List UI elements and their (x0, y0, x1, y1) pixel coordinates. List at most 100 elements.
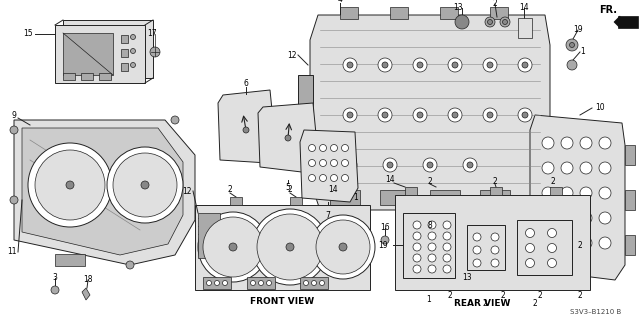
Text: 16: 16 (380, 224, 390, 233)
Circle shape (382, 62, 388, 68)
Circle shape (383, 158, 397, 172)
Text: 1: 1 (354, 194, 358, 203)
Circle shape (250, 280, 255, 286)
Text: 2: 2 (287, 186, 292, 195)
Polygon shape (55, 25, 145, 83)
Circle shape (561, 137, 573, 149)
Text: 6: 6 (244, 78, 248, 87)
Bar (390, 7, 408, 19)
Circle shape (428, 221, 436, 229)
Circle shape (427, 162, 433, 168)
Text: 4: 4 (337, 0, 342, 4)
Bar (625, 190, 635, 210)
Bar (518, 18, 532, 38)
Polygon shape (530, 115, 625, 280)
Bar (490, 7, 508, 19)
Bar (121, 35, 128, 43)
Circle shape (285, 135, 291, 141)
Circle shape (428, 265, 436, 273)
Circle shape (107, 147, 183, 223)
Circle shape (443, 232, 451, 240)
Bar (467, 225, 505, 270)
Circle shape (491, 246, 499, 254)
Text: FR.: FR. (599, 5, 617, 15)
Circle shape (473, 259, 481, 267)
Bar (550, 187, 562, 195)
Circle shape (547, 258, 557, 268)
Text: 17: 17 (147, 29, 157, 39)
Circle shape (502, 19, 508, 25)
Text: 9: 9 (12, 110, 17, 120)
Text: 19: 19 (573, 26, 583, 34)
Text: 2: 2 (538, 291, 542, 300)
Circle shape (542, 237, 554, 249)
Text: 18: 18 (83, 276, 93, 285)
Circle shape (488, 19, 493, 25)
Circle shape (561, 237, 573, 249)
Circle shape (343, 158, 357, 172)
Circle shape (570, 42, 575, 48)
Circle shape (259, 280, 264, 286)
Circle shape (448, 58, 462, 72)
Circle shape (580, 237, 592, 249)
Text: FRONT VIEW: FRONT VIEW (250, 298, 314, 307)
Circle shape (580, 162, 592, 174)
Text: 14: 14 (385, 175, 395, 184)
Circle shape (561, 212, 573, 224)
Circle shape (286, 243, 294, 251)
Circle shape (443, 254, 451, 262)
Polygon shape (310, 15, 550, 210)
Circle shape (413, 232, 421, 240)
Circle shape (10, 196, 18, 204)
Circle shape (387, 162, 393, 168)
Text: 2: 2 (578, 241, 582, 249)
Circle shape (203, 217, 263, 277)
Circle shape (443, 221, 451, 229)
Circle shape (413, 254, 421, 262)
Bar (380, 190, 410, 205)
Circle shape (339, 243, 347, 251)
Circle shape (257, 214, 323, 280)
Circle shape (547, 243, 557, 253)
Circle shape (35, 150, 105, 220)
Bar (81, 73, 93, 80)
Text: 1: 1 (427, 295, 431, 305)
Circle shape (347, 162, 353, 168)
Circle shape (580, 137, 592, 149)
Circle shape (312, 280, 317, 286)
Circle shape (342, 174, 349, 182)
Text: 11: 11 (7, 248, 17, 256)
Text: 19: 19 (378, 241, 388, 249)
Circle shape (308, 160, 316, 167)
Circle shape (522, 62, 528, 68)
Circle shape (522, 112, 528, 118)
Circle shape (10, 126, 18, 134)
Circle shape (599, 237, 611, 249)
Circle shape (229, 243, 237, 251)
Circle shape (243, 127, 249, 133)
Circle shape (428, 254, 436, 262)
Circle shape (207, 280, 211, 286)
Text: 2: 2 (578, 291, 582, 300)
Circle shape (342, 145, 349, 152)
Text: 5: 5 (285, 182, 291, 191)
Circle shape (567, 60, 577, 70)
Bar (403, 213, 455, 278)
Circle shape (448, 108, 462, 122)
Circle shape (428, 232, 436, 240)
Circle shape (413, 221, 421, 229)
Circle shape (311, 215, 375, 279)
Circle shape (131, 34, 136, 40)
Circle shape (467, 162, 473, 168)
Circle shape (198, 212, 268, 282)
Circle shape (342, 160, 349, 167)
Circle shape (542, 212, 554, 224)
Circle shape (171, 116, 179, 124)
Text: 2: 2 (483, 299, 488, 308)
Text: 3: 3 (52, 273, 58, 283)
Circle shape (223, 280, 227, 286)
Circle shape (308, 145, 316, 152)
Text: REAR VIEW: REAR VIEW (454, 300, 510, 308)
Circle shape (525, 228, 534, 238)
Circle shape (343, 108, 357, 122)
